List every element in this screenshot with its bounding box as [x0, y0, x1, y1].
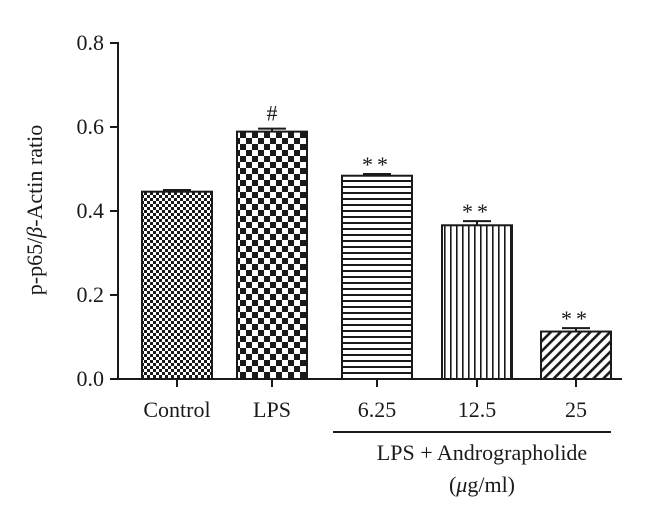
group-label-unit: g/ml)	[467, 472, 515, 497]
bars	[141, 127, 612, 381]
significance-mark: **	[561, 306, 591, 331]
y-axis-title-suffix: -Actin ratio	[22, 125, 47, 227]
y-tick-label: 0.2	[77, 282, 105, 307]
significance-mark: **	[362, 152, 392, 177]
bar	[236, 130, 308, 380]
x-tick-label: 12.5	[458, 397, 497, 422]
y-tick-label: 0.8	[77, 30, 105, 55]
y-tick-label: 0.0	[77, 366, 105, 391]
y-tick-label: 0.4	[77, 198, 105, 223]
significance-mark: **	[462, 199, 492, 224]
bar	[341, 174, 413, 380]
group-label-open: (	[449, 472, 456, 497]
y-tick-label: 0.6	[77, 114, 105, 139]
bar	[141, 190, 213, 380]
labels: Control # LPS ** 6.25 ** 12.5 ** 25	[143, 101, 591, 422]
x-tick-label: LPS	[253, 397, 291, 422]
y-axis-title: p-p65/β-Actin ratio	[22, 125, 47, 295]
group-label-line1: LPS + Andrographolide	[377, 440, 587, 465]
y-axis-title-prefix: p-p65/	[22, 237, 47, 295]
group-label-mu: μ	[455, 472, 467, 497]
y-axis-title-beta: β	[22, 227, 47, 239]
bar	[540, 330, 612, 381]
x-tick-label: 25	[565, 397, 587, 422]
x-tick-label: Control	[143, 397, 210, 422]
significance-mark: #	[267, 101, 278, 126]
group-label-line2: (μg/ml)	[449, 472, 515, 497]
x-tick-label: 6.25	[358, 397, 397, 422]
bar	[441, 224, 513, 380]
